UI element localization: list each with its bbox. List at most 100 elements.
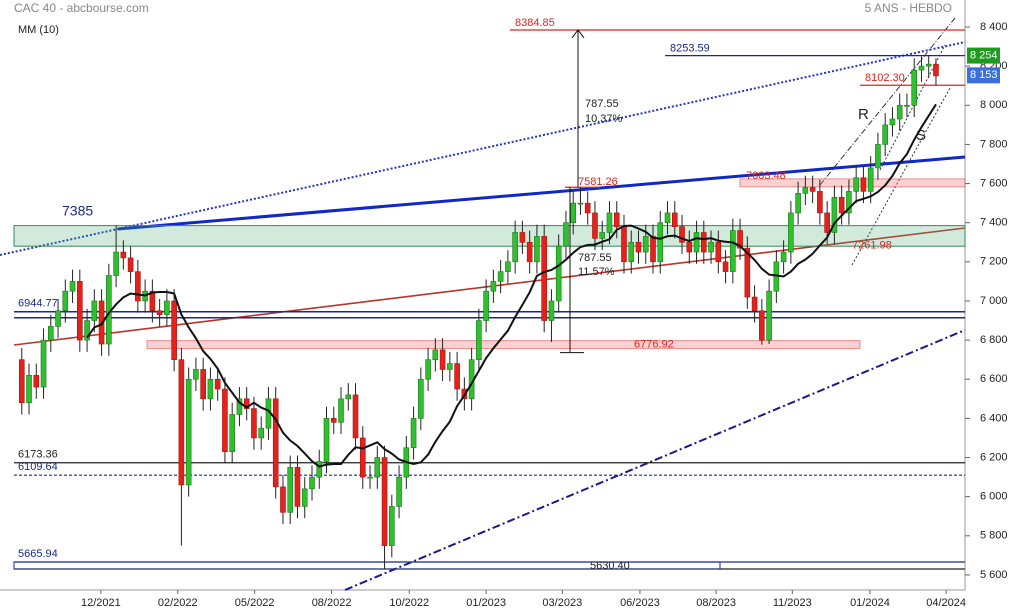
annotation: S bbox=[916, 127, 926, 144]
candle-body bbox=[33, 375, 40, 388]
candle-body bbox=[287, 467, 294, 513]
candle-body bbox=[432, 349, 439, 360]
candle-body bbox=[113, 251, 119, 276]
candle-body bbox=[454, 363, 460, 390]
candle-body bbox=[55, 310, 61, 327]
measure-percent: 10.37% bbox=[585, 113, 623, 125]
candle-body bbox=[483, 290, 489, 321]
price-tag-label: 8 254 bbox=[970, 49, 998, 61]
ma-legend: MM (10) bbox=[18, 24, 59, 36]
candle-body bbox=[359, 437, 366, 478]
candle-body bbox=[686, 241, 693, 253]
level-zone bbox=[739, 178, 966, 188]
measure-points: 787.55 bbox=[578, 252, 612, 264]
x-tick-label: 04/2024 bbox=[926, 597, 966, 609]
candle-body bbox=[497, 271, 504, 282]
candle-body bbox=[272, 398, 279, 488]
candle-body bbox=[548, 300, 555, 321]
candle-body bbox=[374, 457, 381, 478]
candle-body bbox=[766, 290, 772, 341]
channel-line bbox=[851, 87, 951, 266]
level-label: 6109.64 bbox=[18, 461, 58, 473]
price-tag bbox=[967, 47, 1000, 64]
candle-body bbox=[679, 226, 685, 243]
candle-body bbox=[309, 476, 315, 490]
candle-body bbox=[410, 418, 417, 449]
candle-body bbox=[650, 236, 656, 263]
y-tick-label: 6 000 bbox=[980, 491, 1008, 503]
price-tag-label: 8 153 bbox=[970, 69, 998, 81]
candle-body bbox=[171, 300, 177, 360]
level-zone bbox=[146, 340, 861, 350]
candle-body bbox=[715, 241, 722, 263]
candle-body bbox=[447, 363, 453, 370]
candle-body bbox=[505, 261, 511, 272]
candle-body bbox=[301, 488, 308, 507]
y-tick-label: 7 600 bbox=[980, 177, 1008, 189]
x-tick-label: 08/2023 bbox=[696, 597, 736, 609]
candle-body bbox=[722, 261, 729, 272]
candle-body bbox=[621, 226, 627, 263]
trend-line bbox=[117, 155, 966, 231]
x-tick-label: 11/2023 bbox=[773, 597, 812, 609]
candle-body bbox=[802, 187, 809, 194]
candle-body bbox=[258, 427, 265, 439]
candle-body bbox=[214, 378, 221, 390]
candle-body bbox=[737, 230, 743, 249]
candle-body bbox=[26, 375, 32, 404]
candle-body bbox=[882, 124, 888, 145]
candle-body bbox=[323, 418, 330, 462]
candle-body bbox=[120, 251, 127, 259]
candle-body bbox=[788, 212, 794, 253]
level-label: 7603.48 bbox=[746, 170, 786, 182]
ma-line bbox=[86, 103, 937, 468]
arrow-head bbox=[571, 29, 585, 39]
y-tick-label: 6 400 bbox=[980, 412, 1008, 424]
candle-body bbox=[280, 486, 286, 513]
candle-body bbox=[744, 247, 751, 298]
candle-body bbox=[889, 118, 896, 126]
candle-body bbox=[69, 281, 76, 292]
level-label: 5665.94 bbox=[18, 548, 58, 560]
candle-body bbox=[911, 69, 918, 106]
candle-body bbox=[635, 241, 642, 253]
candle-body bbox=[330, 418, 337, 423]
candle-body bbox=[933, 63, 939, 77]
level-label: 5630.40 bbox=[590, 560, 630, 572]
candle-body bbox=[846, 191, 852, 214]
candle-body bbox=[838, 196, 845, 214]
candle-body bbox=[599, 232, 606, 239]
y-tick-label: 6 600 bbox=[980, 373, 1008, 385]
level-label: 7385 bbox=[62, 202, 93, 218]
candle-body bbox=[367, 476, 373, 479]
x-tick-label: 12/2021 bbox=[81, 597, 121, 609]
candle-body bbox=[809, 187, 816, 192]
candle-body bbox=[853, 177, 859, 192]
chart-title: CAC 40 - abcbourse.com bbox=[14, 1, 149, 15]
x-tick-label: 10/2022 bbox=[389, 597, 429, 609]
candle-body bbox=[918, 65, 925, 71]
x-tick-label: 02/2022 bbox=[158, 597, 198, 609]
level-box bbox=[13, 561, 721, 570]
y-tick-label: 6 200 bbox=[980, 451, 1008, 463]
candle-body bbox=[613, 212, 620, 227]
candle-body bbox=[875, 144, 881, 169]
candle-body bbox=[185, 378, 192, 486]
y-tick-label: 5 800 bbox=[980, 530, 1008, 542]
candle-body bbox=[156, 310, 163, 315]
x-tick-label: 03/2023 bbox=[542, 597, 582, 609]
y-tick-label: 7 800 bbox=[980, 138, 1008, 150]
candle-body bbox=[135, 271, 141, 302]
trend-line bbox=[0, 41, 966, 256]
candle-body bbox=[207, 378, 214, 400]
level-label: 8384.85 bbox=[515, 17, 555, 29]
y-tick-label: 7 000 bbox=[980, 295, 1008, 307]
candle-body bbox=[200, 369, 206, 400]
price-tag bbox=[967, 67, 1000, 84]
candle-body bbox=[642, 236, 649, 253]
candle-body bbox=[251, 408, 257, 439]
candle-body bbox=[127, 257, 134, 272]
candle-body bbox=[570, 202, 576, 223]
candle-body bbox=[352, 394, 359, 439]
candle-body bbox=[693, 232, 700, 253]
